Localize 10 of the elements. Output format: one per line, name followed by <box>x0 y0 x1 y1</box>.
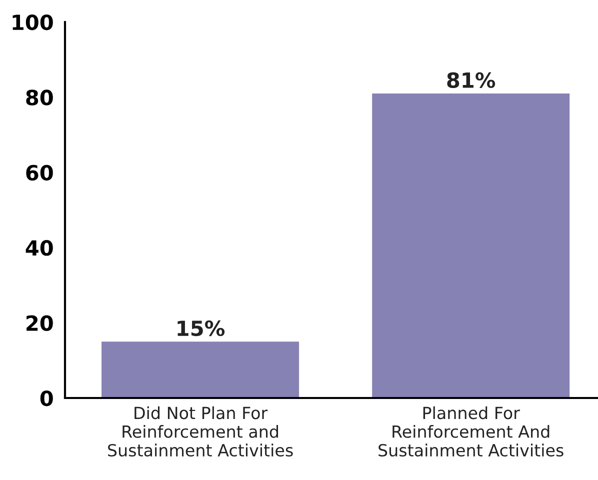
y-tick-label: 20 <box>26 315 53 332</box>
y-tick-label: 80 <box>26 90 53 106</box>
y-tick-label: 60 <box>26 164 53 181</box>
data-label: 15% <box>178 320 225 336</box>
data-label: 81% <box>447 72 496 88</box>
x-tick-label: Planned For Reinforcement And Sustainment Activities <box>378 406 564 457</box>
y-tick-label: 0 <box>40 390 53 406</box>
y-tick-label: 40 <box>26 240 53 256</box>
x-tick-label: Did Not Plan For Reinforcement and Sustainment Activities <box>108 406 293 457</box>
y-tick-label: 100 <box>12 14 53 30</box>
